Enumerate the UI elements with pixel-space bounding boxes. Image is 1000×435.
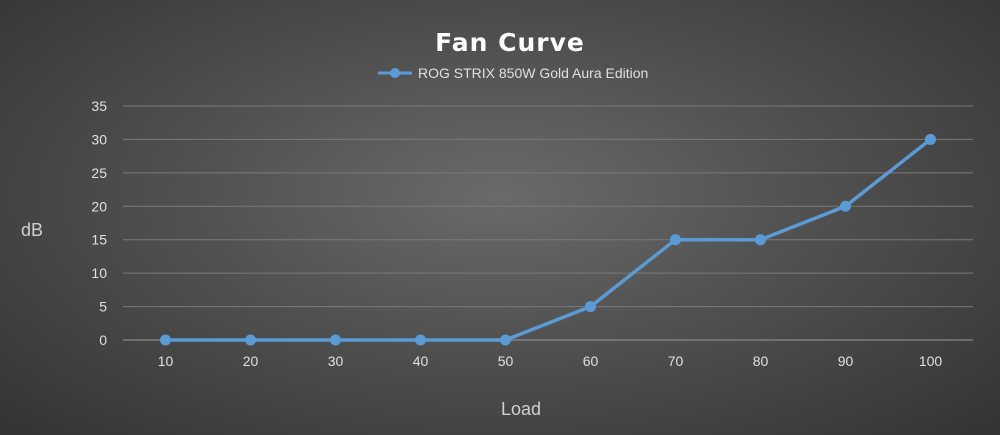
data-point [500,334,511,346]
data-point [415,334,426,346]
x-tick-label: 50 [498,353,514,369]
y-tick-label: 10 [91,265,107,281]
data-point [160,334,171,346]
series-line-path [165,138,932,342]
data-point [585,301,596,313]
x-tick-label: 10 [158,353,174,369]
y-tick-label: 25 [91,165,107,181]
y-tick-label: 35 [91,98,107,114]
x-tick-label: 90 [838,353,854,369]
x-tick-label: 20 [243,353,259,369]
gridlines [123,105,973,341]
legend: ROG STRIX 850W Gold Aura Edition [378,65,648,81]
x-tick-label: 40 [413,353,429,369]
data-point [670,234,681,246]
series-line [160,133,936,346]
data-point [925,133,936,145]
data-point [840,200,851,212]
data-point [245,334,256,346]
x-tick-label: 60 [583,353,599,369]
x-axis-ticks: 10 20 30 40 50 60 70 80 90 100 [158,353,943,369]
legend-label: ROG STRIX 850W Gold Aura Edition [418,65,648,81]
data-point [330,334,341,346]
y-tick-label: 5 [99,299,107,315]
x-tick-label: 80 [753,353,769,369]
y-tick-label: 30 [91,131,107,147]
x-tick-label: 30 [328,353,344,369]
y-tick-label: 0 [99,332,107,348]
y-axis-ticks: 0 5 10 15 20 25 30 35 [91,98,107,348]
x-tick-label: 70 [668,353,684,369]
y-axis-title: dB [21,220,43,240]
chart-title: Fan Curve [435,28,585,57]
x-tick-label: 100 [919,353,943,369]
y-tick-label: 20 [91,198,107,214]
legend-point-marker [390,68,400,78]
data-point [755,234,766,246]
y-tick-label: 15 [91,232,107,248]
x-axis-title: Load [501,399,541,419]
